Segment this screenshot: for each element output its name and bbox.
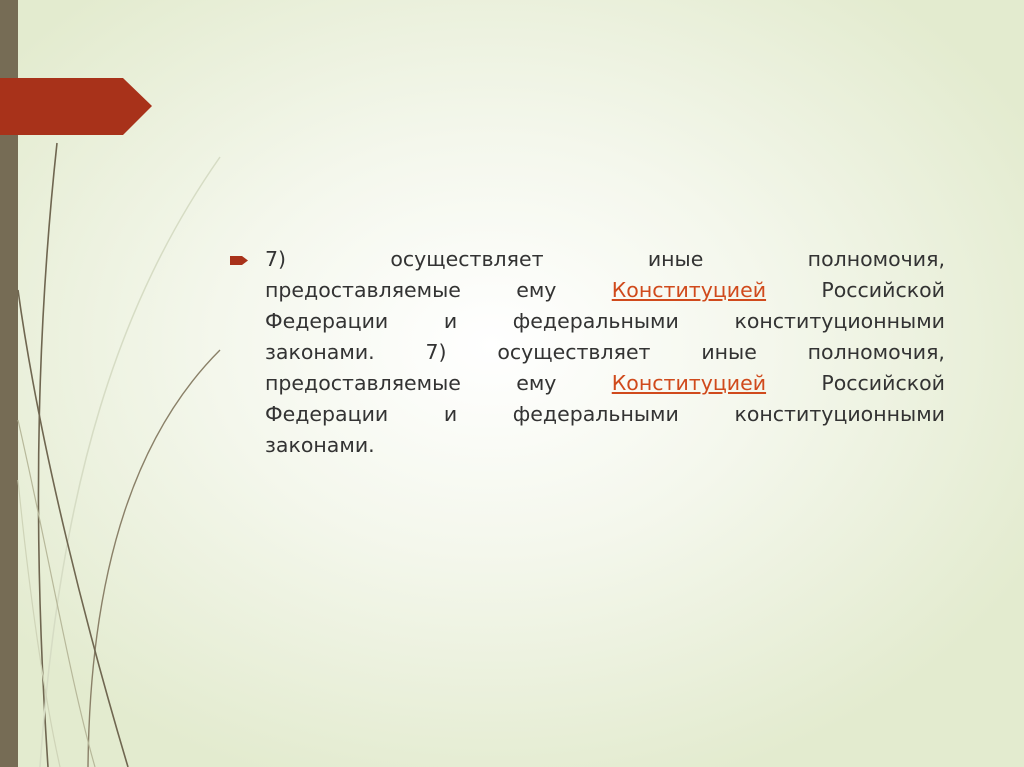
word: ему bbox=[516, 371, 557, 395]
word: и bbox=[443, 402, 458, 426]
text-line: предоставляемые ему Конституцией Российской bbox=[265, 275, 945, 306]
word: предоставляемые bbox=[265, 371, 461, 395]
text-line: законами. bbox=[265, 430, 945, 461]
constitution-link[interactable]: Конституцией bbox=[611, 371, 767, 395]
word: ему bbox=[516, 278, 557, 302]
word: законами. bbox=[265, 433, 375, 457]
word: иные bbox=[701, 340, 757, 364]
text-line: Федерации и федеральными конституционными bbox=[265, 306, 945, 337]
word: полномочия, bbox=[807, 247, 945, 271]
arrow-bullet-icon bbox=[230, 256, 248, 265]
word: осуществляет bbox=[390, 247, 544, 271]
word: предоставляемые bbox=[265, 278, 461, 302]
word: Федерации bbox=[265, 402, 389, 426]
title-flag-shape bbox=[0, 78, 152, 135]
word: осуществляет bbox=[497, 340, 651, 364]
sidebar-stripe bbox=[0, 0, 18, 767]
word: федеральными bbox=[512, 402, 679, 426]
paragraph-lines: 7) осуществляет иные полномочия, предоставля… bbox=[265, 244, 945, 461]
decorative-grass-lines bbox=[17, 142, 221, 767]
word: федеральными bbox=[512, 309, 679, 333]
word: Федерации bbox=[265, 309, 389, 333]
word: 7) bbox=[265, 247, 287, 271]
bullet-paragraph: 7) осуществляет иные полномочия, предоставля… bbox=[230, 244, 945, 461]
word: конституционными bbox=[734, 309, 945, 333]
word: иные bbox=[647, 247, 704, 271]
text-line: предоставляемые ему Конституцией Российской bbox=[265, 368, 945, 399]
constitution-link[interactable]: Конституцией bbox=[611, 278, 767, 302]
word: Российской bbox=[821, 278, 945, 302]
word: полномочия, bbox=[807, 340, 945, 364]
text-line: Федерации и федеральными конституционными bbox=[265, 399, 945, 430]
word: 7) bbox=[425, 340, 447, 364]
text-line: 7) осуществляет иные полномочия, bbox=[265, 244, 945, 275]
word: законами. bbox=[265, 340, 375, 364]
word: Российской bbox=[821, 371, 945, 395]
text-line: законами. 7) осуществляет иные полномочия, bbox=[265, 337, 945, 368]
word: и bbox=[443, 309, 458, 333]
word: конституционными bbox=[734, 402, 945, 426]
